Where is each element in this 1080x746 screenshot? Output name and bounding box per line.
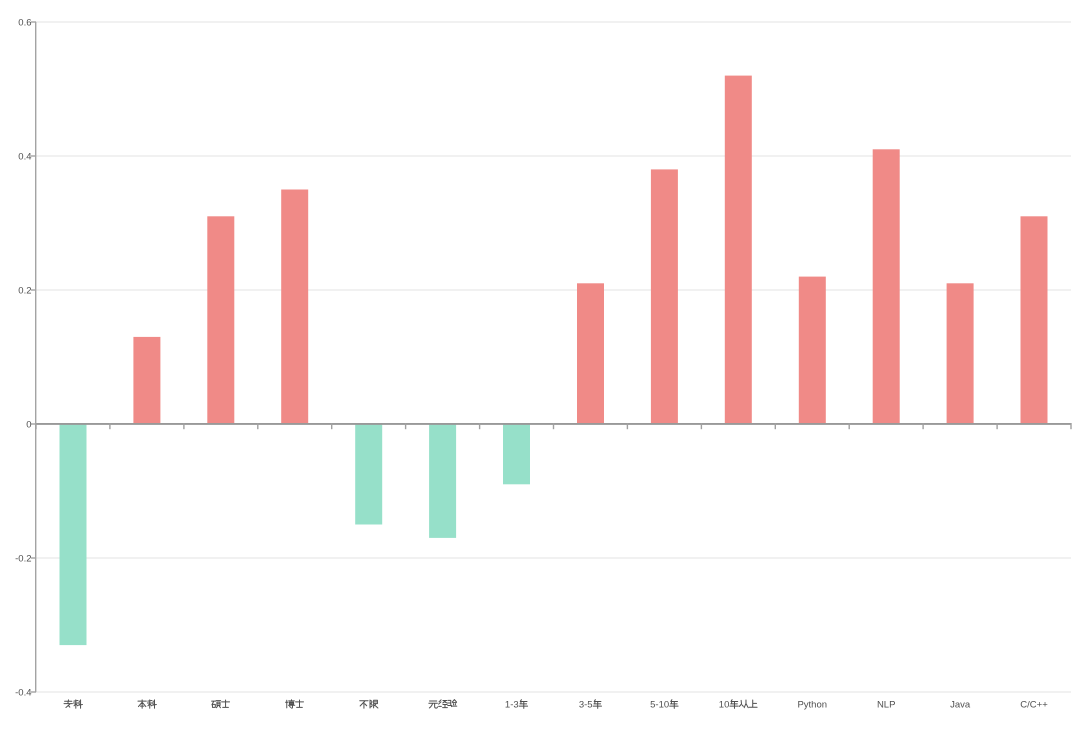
svg-text:NLP: NLP bbox=[877, 700, 895, 711]
svg-text:1-3: 1-3 bbox=[505, 700, 519, 711]
svg-text:5-10: 5-10 bbox=[650, 700, 669, 711]
svg-text:-0.4: -0.4 bbox=[15, 687, 31, 698]
svg-text:C/C++: C/C++ bbox=[1020, 700, 1048, 711]
svg-text:0.6: 0.6 bbox=[18, 17, 31, 28]
svg-text:0.2: 0.2 bbox=[18, 285, 31, 296]
svg-text:3-5: 3-5 bbox=[579, 700, 593, 711]
svg-text:-0.2: -0.2 bbox=[15, 553, 31, 564]
svg-text:0.4: 0.4 bbox=[18, 151, 31, 162]
svg-text:Java: Java bbox=[950, 700, 971, 711]
svg-text:0: 0 bbox=[26, 419, 31, 430]
svg-text:10: 10 bbox=[719, 700, 730, 711]
svg-text:Python: Python bbox=[797, 700, 827, 711]
